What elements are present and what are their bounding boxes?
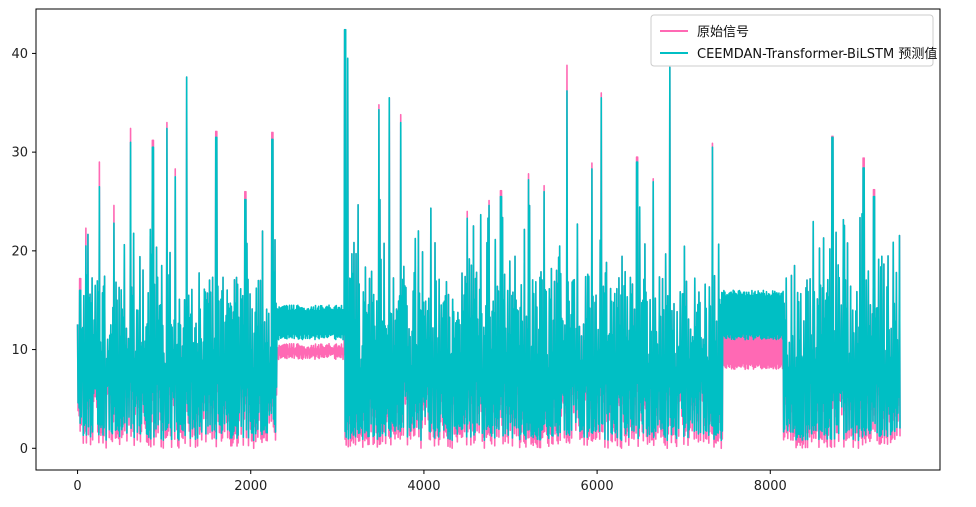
legend-label-original: 原始信号 — [697, 25, 749, 40]
x-tick-label: 2000 — [234, 479, 267, 494]
x-tick-label: 6000 — [581, 479, 614, 494]
series-layer — [76, 28, 901, 450]
legend-box — [650, 14, 934, 67]
y-tick-label: 20 — [11, 244, 28, 259]
x-tick-label: 4000 — [407, 479, 440, 494]
series-line-prediction — [76, 28, 901, 442]
axis-layer: 0 2000 4000 6000 8000 0 10 20 30 40 — [11, 47, 786, 494]
y-tick-label: 0 — [20, 442, 28, 457]
x-tick-label: 8000 — [754, 479, 787, 494]
y-tick-label: 30 — [11, 146, 28, 161]
plot-frame — [35, 8, 941, 471]
legend: 原始信号 CEEMDAN-Transformer-BiLSTM 预测值 — [650, 14, 937, 67]
legend-label-prediction: CEEMDAN-Transformer-BiLSTM 预测值 — [697, 46, 937, 62]
y-tick-label: 40 — [11, 47, 28, 62]
y-tick-label: 10 — [11, 343, 28, 358]
x-tick-label: 0 — [73, 479, 81, 494]
